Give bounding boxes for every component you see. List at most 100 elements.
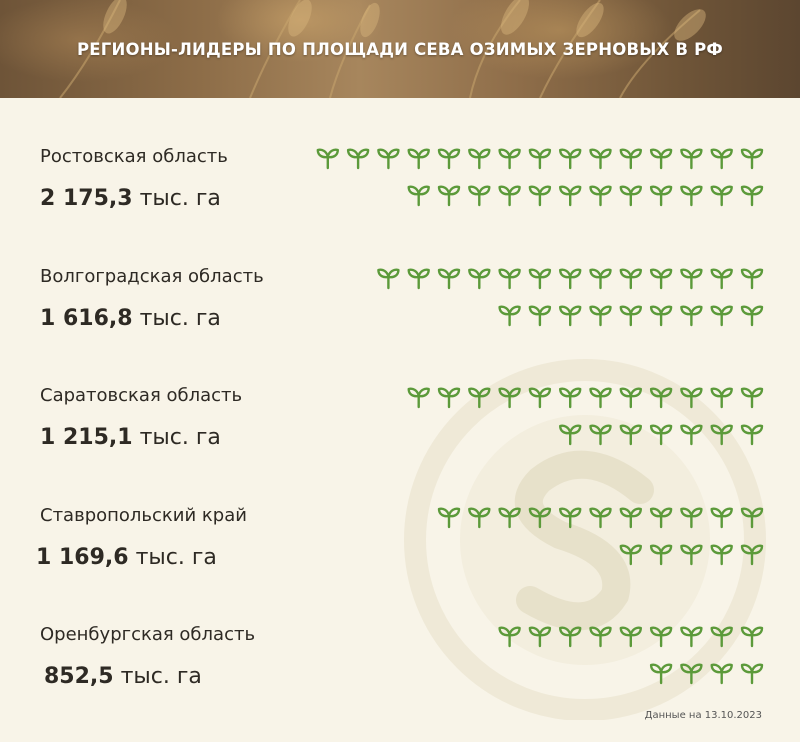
sprout-icon xyxy=(559,387,582,409)
sprout-icon xyxy=(528,387,552,409)
sprout-icon xyxy=(710,148,733,170)
sprout-icon xyxy=(498,305,521,327)
sprout-icon xyxy=(589,387,612,409)
sprout-icon xyxy=(619,387,642,409)
sprout-icon xyxy=(559,185,582,207)
sprout-icon xyxy=(649,424,673,446)
region-value-0: 2 175,3 тыс. га xyxy=(40,186,221,211)
sprout-icon xyxy=(589,626,612,648)
sprout-icon xyxy=(710,424,733,446)
sprout-icon xyxy=(468,387,491,409)
value-unit: тыс. га xyxy=(135,545,217,570)
sprout-icon xyxy=(619,148,642,170)
sprout-icon xyxy=(498,507,521,529)
value-number: 2 175,3 xyxy=(40,186,133,211)
sprout-icon xyxy=(619,268,642,290)
sprout-icon xyxy=(589,185,612,207)
value-unit: тыс. га xyxy=(120,664,202,689)
sprout-icon xyxy=(559,424,582,446)
wheat-background-icon xyxy=(59,0,706,98)
sprout-icon xyxy=(407,185,430,207)
sprout-icon xyxy=(710,626,733,648)
sprout-icon xyxy=(559,148,582,170)
sprout-icon xyxy=(468,268,491,290)
region-value-1: 1 616,8 тыс. га xyxy=(40,306,221,331)
sprout-icon xyxy=(649,185,673,207)
sprout-icon xyxy=(740,507,764,529)
value-number: 1 169,6 xyxy=(36,545,129,570)
region-label-3: Ставропольский край xyxy=(40,505,247,526)
sprout-icon xyxy=(710,185,733,207)
sprout-icon xyxy=(649,544,673,566)
sprout-icon xyxy=(649,663,673,685)
sprout-icon xyxy=(680,185,703,207)
sprout-icon xyxy=(710,544,733,566)
value-number: 1 616,8 xyxy=(40,306,133,331)
watermark-logo-icon xyxy=(404,359,766,720)
sprout-icon xyxy=(680,626,703,648)
sprout-icon xyxy=(528,148,552,170)
sprout-icon xyxy=(528,626,552,648)
sprout-icon xyxy=(498,626,521,648)
sprout-icon xyxy=(619,185,642,207)
value-number: 1 215,1 xyxy=(40,425,133,450)
sprout-icon xyxy=(407,148,430,170)
sprout-icon xyxy=(559,305,582,327)
sprout-icon xyxy=(710,507,733,529)
sprout-icon xyxy=(528,507,552,529)
sprout-icon xyxy=(498,268,521,290)
sprout-icon xyxy=(649,268,673,290)
sprout-icon xyxy=(740,663,764,685)
sprout-icon xyxy=(559,507,582,529)
sprout-icon xyxy=(740,544,764,566)
sprout-icon xyxy=(407,268,430,290)
sprout-icon xyxy=(710,305,733,327)
sprout-icon xyxy=(589,507,612,529)
region-label-2: Саратовская область xyxy=(40,385,243,406)
data-date-note: Данные на 13.10.2023 xyxy=(644,710,762,721)
sprout-icon xyxy=(619,305,642,327)
sprout-icon xyxy=(346,148,370,170)
sprout-icon xyxy=(740,626,764,648)
sprout-icon xyxy=(559,268,582,290)
value-number: 852,5 xyxy=(44,664,114,689)
sprout-icon xyxy=(528,268,552,290)
sprout-icon xyxy=(740,268,764,290)
sprout-icon xyxy=(437,268,461,290)
sprout-icon xyxy=(468,507,491,529)
sprout-icon xyxy=(468,185,491,207)
sprout-icon xyxy=(498,387,521,409)
value-unit: тыс. га xyxy=(139,425,221,450)
sprout-icon xyxy=(649,626,673,648)
sprout-icon xyxy=(468,148,491,170)
sprout-icon xyxy=(498,148,521,170)
sprout-icon xyxy=(619,544,642,566)
sprout-icon xyxy=(680,148,703,170)
sprout-icon xyxy=(649,387,673,409)
sprout-icon xyxy=(680,424,703,446)
sprout-icon xyxy=(740,305,764,327)
sprout-icon xyxy=(649,305,673,327)
sprout-icon xyxy=(316,148,339,170)
region-value-2: 1 215,1 тыс. га xyxy=(40,425,221,450)
header-banner: РЕГИОНЫ-ЛИДЕРЫ ПО ПЛОЩАДИ СЕВА ОЗИМЫХ ЗЕ… xyxy=(0,0,800,98)
value-unit: тыс. га xyxy=(139,186,221,211)
region-value-4: 852,5 тыс. га xyxy=(44,664,202,689)
sprout-icon xyxy=(710,663,733,685)
sprout-icon xyxy=(498,185,521,207)
sprout-icon xyxy=(437,507,461,529)
sprout-icon xyxy=(619,626,642,648)
sprout-icon xyxy=(710,268,733,290)
sprout-icon xyxy=(680,544,703,566)
sprout-icon xyxy=(377,148,400,170)
sprout-icon xyxy=(710,387,733,409)
sprout-icon xyxy=(589,268,612,290)
sprout-icon xyxy=(589,305,612,327)
region-value-3: 1 169,6 тыс. га xyxy=(36,545,217,570)
value-unit: тыс. га xyxy=(139,306,221,331)
sprout-icon xyxy=(740,387,764,409)
sprout-icon xyxy=(559,626,582,648)
region-label-1: Волгоградская область xyxy=(40,266,264,287)
sprout-icon xyxy=(619,424,642,446)
